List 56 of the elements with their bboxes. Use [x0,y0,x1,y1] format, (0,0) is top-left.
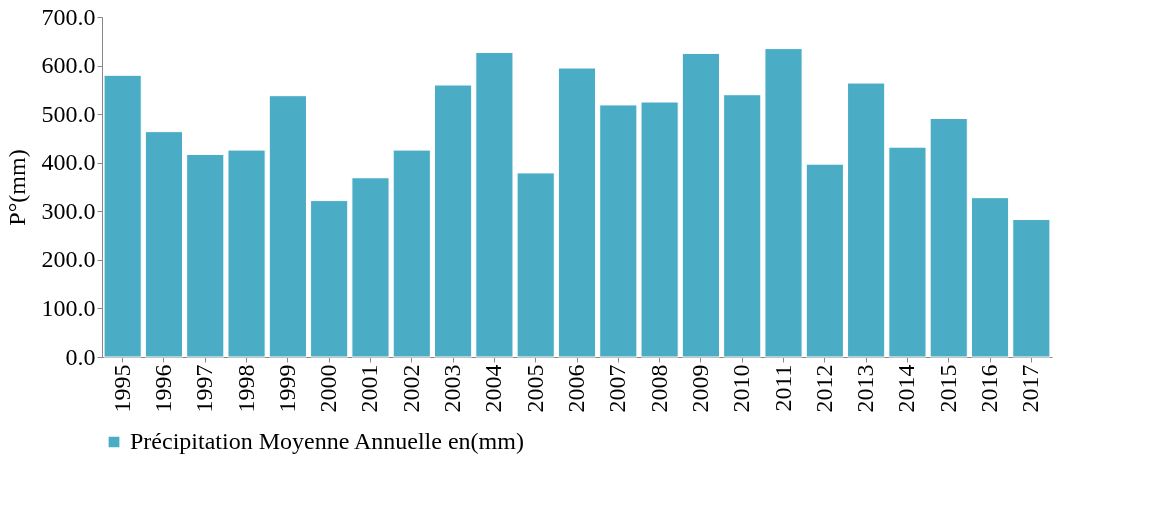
x-tick-label: 2006 [563,364,589,413]
x-tick-label: 2013 [852,364,879,413]
bar [227,149,266,358]
bar [1012,219,1051,358]
x-tick-label: 2015 [934,364,961,413]
bar [392,149,431,358]
x-tick-label: 1998 [232,364,259,413]
x-tick-label: 2010 [728,364,755,413]
bar [681,52,720,358]
x-tick-label: 2003 [439,364,466,413]
bar [805,163,844,358]
x-tick-label: 2007 [604,364,631,413]
bar [970,197,1010,358]
x-tick-label: 2000 [315,364,342,413]
x-tick-label: 2011 [769,364,796,412]
bar [144,131,184,358]
y-tick-label: 700.0 [41,3,96,30]
x-tick-label: 1999 [273,364,300,413]
x-tick-label: 2014 [893,364,920,413]
bar [640,101,679,358]
x-tick-label: 2009 [686,364,713,413]
x-tick-label: 1995 [108,364,135,413]
x-tick-label: 2005 [521,364,548,413]
bar [764,48,803,358]
bar [268,95,307,358]
x-tick-label: 2004 [480,364,507,413]
bar [475,51,514,358]
bar [557,67,597,358]
y-axis-title: P°(mm) [3,149,30,226]
legend-label: Précipitation Moyenne Annuelle en(mm) [130,428,524,454]
bar [599,104,638,358]
bar [847,82,886,358]
bar [103,74,142,358]
bar [929,118,968,358]
y-tick-label: 0.0 [65,343,96,370]
y-tick-label: 300.0 [41,197,96,224]
x-tick-label: 2001 [356,364,383,413]
x-tick-label: 1997 [191,364,218,413]
y-tick-label: 200.0 [41,246,96,273]
y-tick-label: 600.0 [41,52,96,79]
bar [723,94,762,358]
x-tick-label: 2008 [645,364,672,413]
x-tick-label: 2016 [976,364,1003,413]
bar [351,177,390,358]
bar [310,200,349,358]
y-tick-label: 500.0 [41,100,96,127]
x-tick-label: 2002 [397,364,424,413]
bar [516,172,555,358]
x-tick-label: 2012 [810,364,837,413]
x-tick-label: 2017 [1017,364,1044,413]
bar [888,146,927,358]
bar [186,153,225,358]
x-tick-label: 1996 [149,364,176,413]
bar [434,84,473,358]
y-tick-label: 400.0 [41,149,96,176]
y-tick-label: 100.0 [41,294,96,321]
